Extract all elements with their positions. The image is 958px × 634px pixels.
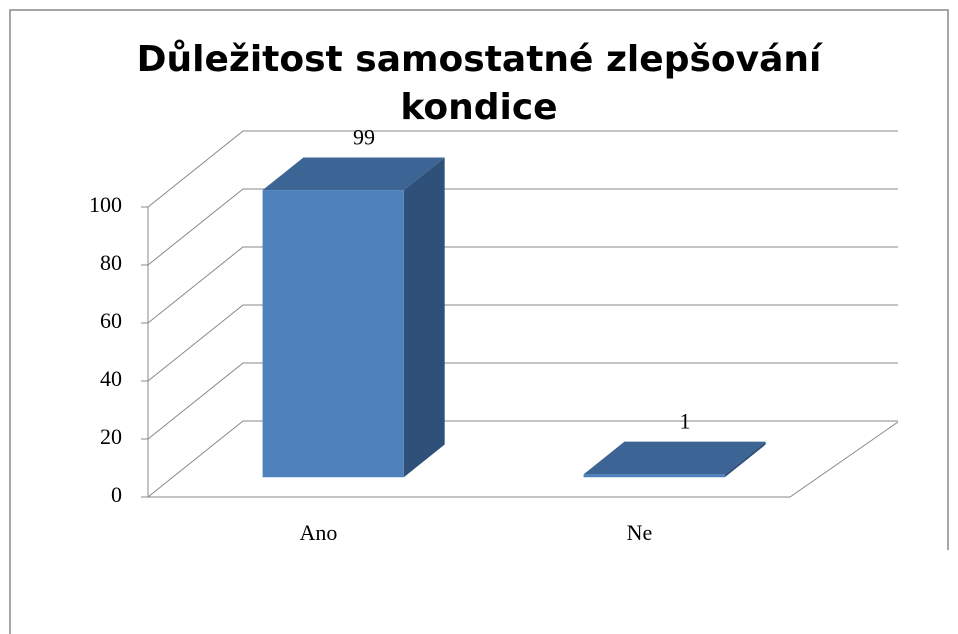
value-label: 1 [680,409,691,434]
value-label: 99 [353,125,375,150]
x-tick-label: Ne [627,520,653,545]
bar-front [583,474,725,478]
bar-front [262,190,404,478]
y-tick-label: 80 [100,250,122,275]
floor-edge [148,421,899,498]
y-tick-label: 40 [100,366,122,391]
x-tick-label: Ano [300,520,338,545]
grid-line [147,362,898,440]
bar-top [583,441,766,475]
chart-title: Důležitost samostatné zlepšování kondice [136,39,822,128]
bar-top [262,157,445,191]
grid-line [147,304,898,382]
frame-border [9,9,949,634]
bar-side [403,157,445,478]
y-tick-label: 100 [89,192,122,217]
grid-line [147,130,898,208]
y-tick-label: 60 [100,308,122,333]
grid-line [147,246,898,324]
grid-line [147,420,898,498]
grid-line [147,188,898,266]
y-tick-label: 0 [111,482,122,507]
bar-side [724,441,766,478]
y-tick-label: 20 [100,424,122,449]
